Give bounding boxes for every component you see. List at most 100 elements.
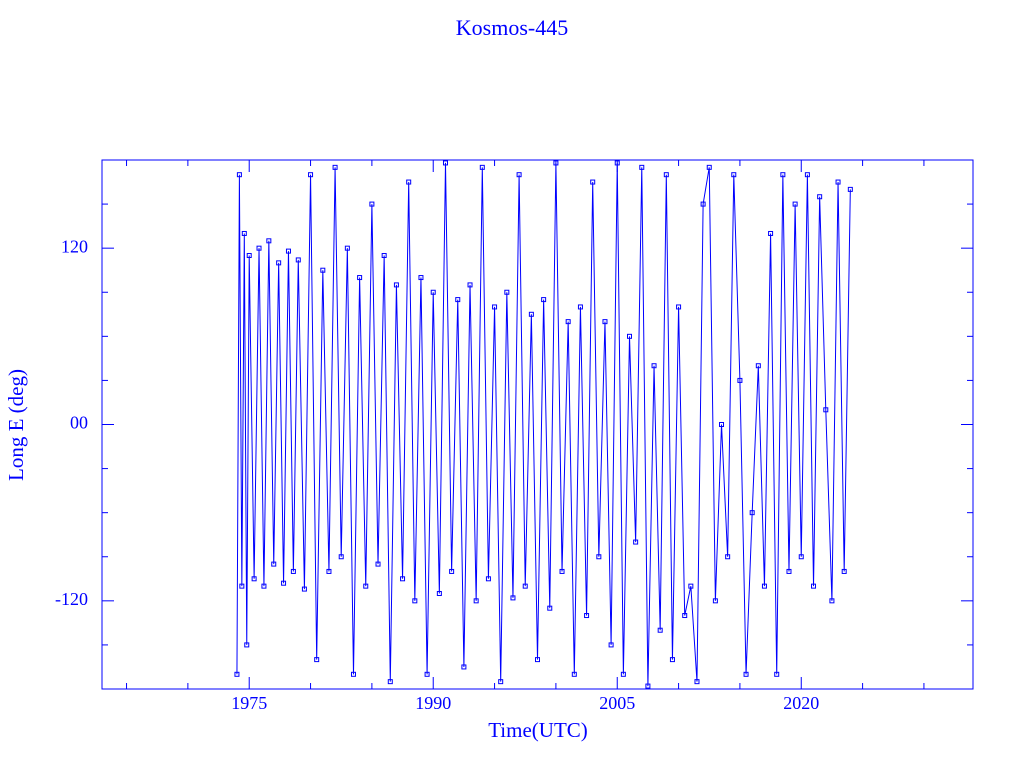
data-point: [314, 657, 320, 663]
data-point: [357, 275, 363, 281]
data-point: [725, 554, 731, 560]
data-point: [344, 245, 350, 251]
data-point: [504, 289, 510, 295]
data-point: [375, 561, 381, 567]
data-point: [559, 568, 565, 574]
data-point: [798, 554, 804, 560]
data-point: [400, 576, 406, 582]
data-point: [461, 664, 467, 670]
data-point: [657, 627, 663, 633]
data-point: [829, 598, 835, 604]
data-point: [412, 598, 418, 604]
data-point: [236, 172, 242, 178]
data-point: [308, 172, 314, 178]
data-point: [332, 164, 338, 170]
data-point: [281, 580, 287, 586]
data-point: [510, 595, 516, 601]
data-point: [761, 583, 767, 589]
data-point: [676, 304, 682, 310]
data-point: [244, 642, 250, 648]
data-point: [492, 304, 498, 310]
data-point: [369, 201, 375, 207]
data-point: [266, 238, 272, 244]
data-point: [547, 605, 553, 611]
data-point: [418, 275, 424, 281]
data-point: [835, 179, 841, 185]
data-point: [449, 568, 455, 574]
data-point: [553, 160, 559, 166]
data-point: [669, 657, 675, 663]
data-point: [241, 230, 247, 236]
data-point: [455, 297, 461, 303]
chart-title: Kosmos-445: [456, 15, 568, 40]
data-point: [498, 679, 504, 685]
data-point: [473, 598, 479, 604]
y-tick-label: -120: [55, 589, 88, 609]
x-tick-label: 1975: [231, 693, 267, 713]
data-point: [774, 671, 780, 677]
data-point: [295, 257, 301, 263]
data-point: [706, 164, 712, 170]
data-point: [633, 539, 639, 545]
data-point: [792, 201, 798, 207]
data-point: [719, 422, 725, 427]
y-tick-label: 120: [61, 236, 88, 256]
data-point: [608, 642, 614, 648]
data-point: [256, 245, 262, 251]
data-point: [424, 671, 430, 677]
data-point: [363, 583, 369, 589]
data-point: [246, 253, 252, 259]
data-point: [276, 260, 282, 266]
data-point: [285, 248, 291, 254]
y-axis-label: Long E (deg): [4, 369, 28, 481]
data-point: [841, 568, 847, 574]
data-point: [541, 297, 547, 303]
data-point: [682, 613, 688, 619]
data-point: [627, 333, 633, 339]
data-point: [688, 583, 694, 589]
data-point: [804, 172, 810, 178]
data-point: [261, 583, 267, 589]
data-point: [663, 172, 669, 178]
data-point: [301, 586, 307, 592]
data-point: [320, 267, 326, 273]
data-point: [565, 319, 571, 325]
data-point: [755, 363, 761, 369]
data-point: [620, 671, 626, 677]
x-tick-label: 2020: [783, 693, 819, 713]
data-point: [847, 186, 853, 192]
data-point: [271, 561, 277, 567]
data-point: [584, 613, 590, 619]
data-point: [602, 319, 608, 325]
data-point: [406, 179, 412, 185]
data-point: [577, 304, 583, 310]
data-point: [516, 172, 522, 178]
data-point: [823, 407, 829, 413]
data-point: [239, 583, 245, 589]
data-point: [700, 201, 706, 207]
x-axis-label: Time(UTC): [488, 718, 588, 742]
data-point: [535, 657, 540, 663]
data-point: [639, 164, 645, 170]
data-point: [590, 179, 596, 185]
data-point: [430, 289, 436, 295]
data-point: [731, 172, 737, 178]
data-point: [522, 583, 528, 589]
data-point: [436, 590, 442, 596]
data-point: [234, 671, 240, 677]
data-point: [817, 194, 823, 200]
data-point: [614, 160, 620, 166]
data-point: [393, 282, 399, 288]
x-tick-label: 1990: [415, 693, 451, 713]
data-point: [381, 253, 387, 259]
data-point: [749, 510, 755, 516]
data-point: [251, 576, 257, 582]
data-point: [737, 377, 743, 383]
data-point: [528, 311, 534, 317]
data-point: [694, 679, 700, 685]
data-line: [236, 162, 851, 687]
data-point: [786, 568, 792, 574]
data-point: [743, 671, 749, 677]
data-point: [290, 568, 296, 574]
